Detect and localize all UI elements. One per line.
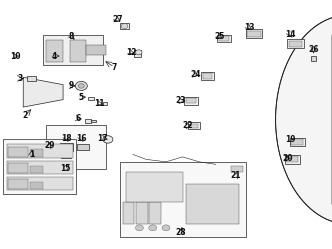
- Bar: [60, 142, 73, 151]
- Text: 29: 29: [44, 141, 54, 150]
- Bar: [290, 137, 304, 146]
- Text: 11: 11: [94, 99, 104, 108]
- Circle shape: [149, 225, 157, 231]
- Bar: [285, 155, 299, 164]
- Bar: [289, 41, 302, 47]
- Bar: [149, 202, 161, 224]
- Bar: [85, 119, 91, 123]
- Bar: [8, 179, 28, 189]
- Bar: [190, 124, 198, 128]
- Bar: [7, 144, 73, 158]
- Bar: [123, 202, 134, 224]
- Bar: [184, 97, 198, 105]
- Bar: [120, 23, 128, 29]
- Text: 4: 4: [52, 52, 57, 61]
- Bar: [103, 102, 107, 105]
- Bar: [3, 139, 76, 194]
- Text: 3: 3: [17, 74, 23, 83]
- Bar: [201, 72, 214, 80]
- Text: 7: 7: [112, 63, 117, 72]
- Polygon shape: [276, 15, 332, 224]
- Polygon shape: [23, 77, 63, 107]
- Bar: [311, 56, 316, 61]
- Text: 15: 15: [60, 164, 71, 173]
- Bar: [231, 166, 243, 172]
- Text: 27: 27: [113, 15, 123, 24]
- Bar: [186, 98, 196, 103]
- Text: 25: 25: [214, 32, 224, 41]
- Bar: [46, 40, 63, 62]
- Bar: [91, 120, 96, 122]
- Text: 14: 14: [285, 30, 296, 39]
- Bar: [70, 40, 86, 62]
- Circle shape: [121, 24, 128, 29]
- Bar: [8, 147, 28, 157]
- Circle shape: [135, 50, 142, 55]
- Circle shape: [135, 225, 143, 231]
- Text: 18: 18: [61, 134, 72, 143]
- Bar: [134, 50, 141, 57]
- Bar: [203, 73, 212, 79]
- Text: 20: 20: [282, 154, 292, 163]
- Bar: [46, 124, 106, 169]
- Bar: [8, 163, 28, 173]
- Bar: [136, 202, 148, 224]
- Bar: [88, 97, 94, 100]
- Bar: [230, 165, 245, 174]
- Bar: [186, 184, 239, 224]
- Bar: [287, 39, 304, 48]
- Text: 8: 8: [69, 32, 74, 41]
- Text: 28: 28: [176, 228, 186, 237]
- Bar: [43, 35, 103, 65]
- Circle shape: [75, 81, 87, 90]
- Bar: [247, 31, 261, 37]
- Text: 26: 26: [308, 45, 319, 54]
- Bar: [246, 29, 262, 38]
- Text: 12: 12: [126, 48, 136, 57]
- Text: 22: 22: [182, 121, 193, 130]
- Text: 9: 9: [69, 81, 74, 90]
- Text: 5: 5: [79, 93, 84, 102]
- Text: 6: 6: [75, 114, 81, 123]
- Text: 16: 16: [76, 134, 87, 143]
- Text: 21: 21: [230, 171, 241, 180]
- Text: 17: 17: [98, 134, 108, 143]
- Bar: [61, 153, 71, 158]
- Text: 10: 10: [10, 52, 20, 61]
- Bar: [291, 139, 303, 145]
- Text: 2: 2: [22, 111, 28, 120]
- Bar: [217, 35, 231, 42]
- Bar: [188, 122, 200, 129]
- Bar: [286, 156, 298, 162]
- Text: 23: 23: [176, 96, 186, 105]
- Bar: [126, 172, 183, 202]
- Text: 24: 24: [191, 70, 201, 79]
- Bar: [30, 166, 43, 173]
- Text: 19: 19: [285, 135, 296, 144]
- Circle shape: [103, 136, 113, 143]
- Bar: [86, 45, 106, 55]
- Bar: [77, 144, 89, 150]
- Text: 13: 13: [244, 23, 254, 32]
- Bar: [30, 149, 43, 157]
- Bar: [7, 161, 73, 174]
- Circle shape: [78, 84, 84, 88]
- Bar: [120, 162, 246, 237]
- Text: 1: 1: [29, 150, 34, 159]
- Bar: [7, 177, 73, 190]
- Circle shape: [162, 225, 170, 231]
- Bar: [30, 182, 43, 189]
- Bar: [27, 76, 36, 81]
- Bar: [219, 36, 229, 41]
